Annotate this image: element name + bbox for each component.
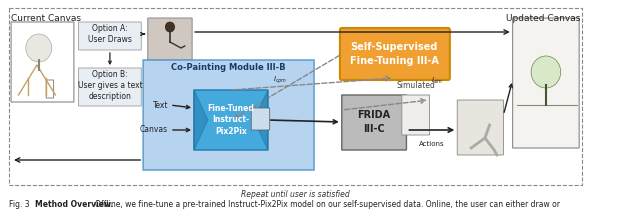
Text: Text: Text: [152, 100, 168, 110]
FancyBboxPatch shape: [11, 22, 74, 102]
Circle shape: [26, 34, 52, 62]
Text: Current Canvas: Current Canvas: [11, 14, 81, 23]
Text: Option A:
User Draws: Option A: User Draws: [88, 24, 132, 44]
Text: Offline, we fine-tune a pre-trained Instruct-Pix2Pix model on our self-supervise: Offline, we fine-tune a pre-trained Inst…: [95, 200, 560, 209]
Polygon shape: [254, 90, 268, 150]
FancyBboxPatch shape: [143, 60, 314, 170]
Circle shape: [531, 56, 561, 88]
Text: Canvas: Canvas: [140, 125, 168, 135]
Circle shape: [165, 22, 175, 32]
Text: Repeat until user is satisfied: Repeat until user is satisfied: [241, 190, 350, 199]
Text: Method Overview.: Method Overview.: [35, 200, 113, 209]
Text: Option B:
User gives a text
description: Option B: User gives a text description: [77, 70, 142, 101]
Text: Updated Canvas: Updated Canvas: [506, 14, 580, 23]
Polygon shape: [194, 90, 208, 150]
Text: Simulated: Simulated: [396, 81, 435, 90]
FancyBboxPatch shape: [402, 95, 429, 135]
Text: Self-Supervised
Fine-Tuning III-A: Self-Supervised Fine-Tuning III-A: [350, 42, 439, 66]
Text: Co-Painting Module III-B: Co-Painting Module III-B: [171, 63, 285, 72]
Text: $I_{sim}$: $I_{sim}$: [431, 76, 444, 86]
FancyBboxPatch shape: [252, 108, 269, 130]
FancyBboxPatch shape: [194, 90, 268, 150]
Text: $I_{cpm}$: $I_{cpm}$: [273, 75, 288, 86]
FancyBboxPatch shape: [457, 100, 504, 155]
FancyBboxPatch shape: [342, 95, 406, 150]
FancyBboxPatch shape: [340, 28, 450, 80]
Text: Fine-Tuned
Instruct-
Pix2Pix: Fine-Tuned Instruct- Pix2Pix: [207, 104, 254, 136]
Text: Actions: Actions: [419, 141, 444, 147]
FancyBboxPatch shape: [79, 22, 141, 50]
FancyBboxPatch shape: [46, 80, 54, 98]
Text: FRIDA
III-C: FRIDA III-C: [358, 110, 390, 134]
Text: Fig. 3: Fig. 3: [9, 200, 30, 209]
FancyBboxPatch shape: [148, 18, 192, 60]
FancyBboxPatch shape: [513, 18, 579, 148]
FancyBboxPatch shape: [79, 68, 141, 106]
